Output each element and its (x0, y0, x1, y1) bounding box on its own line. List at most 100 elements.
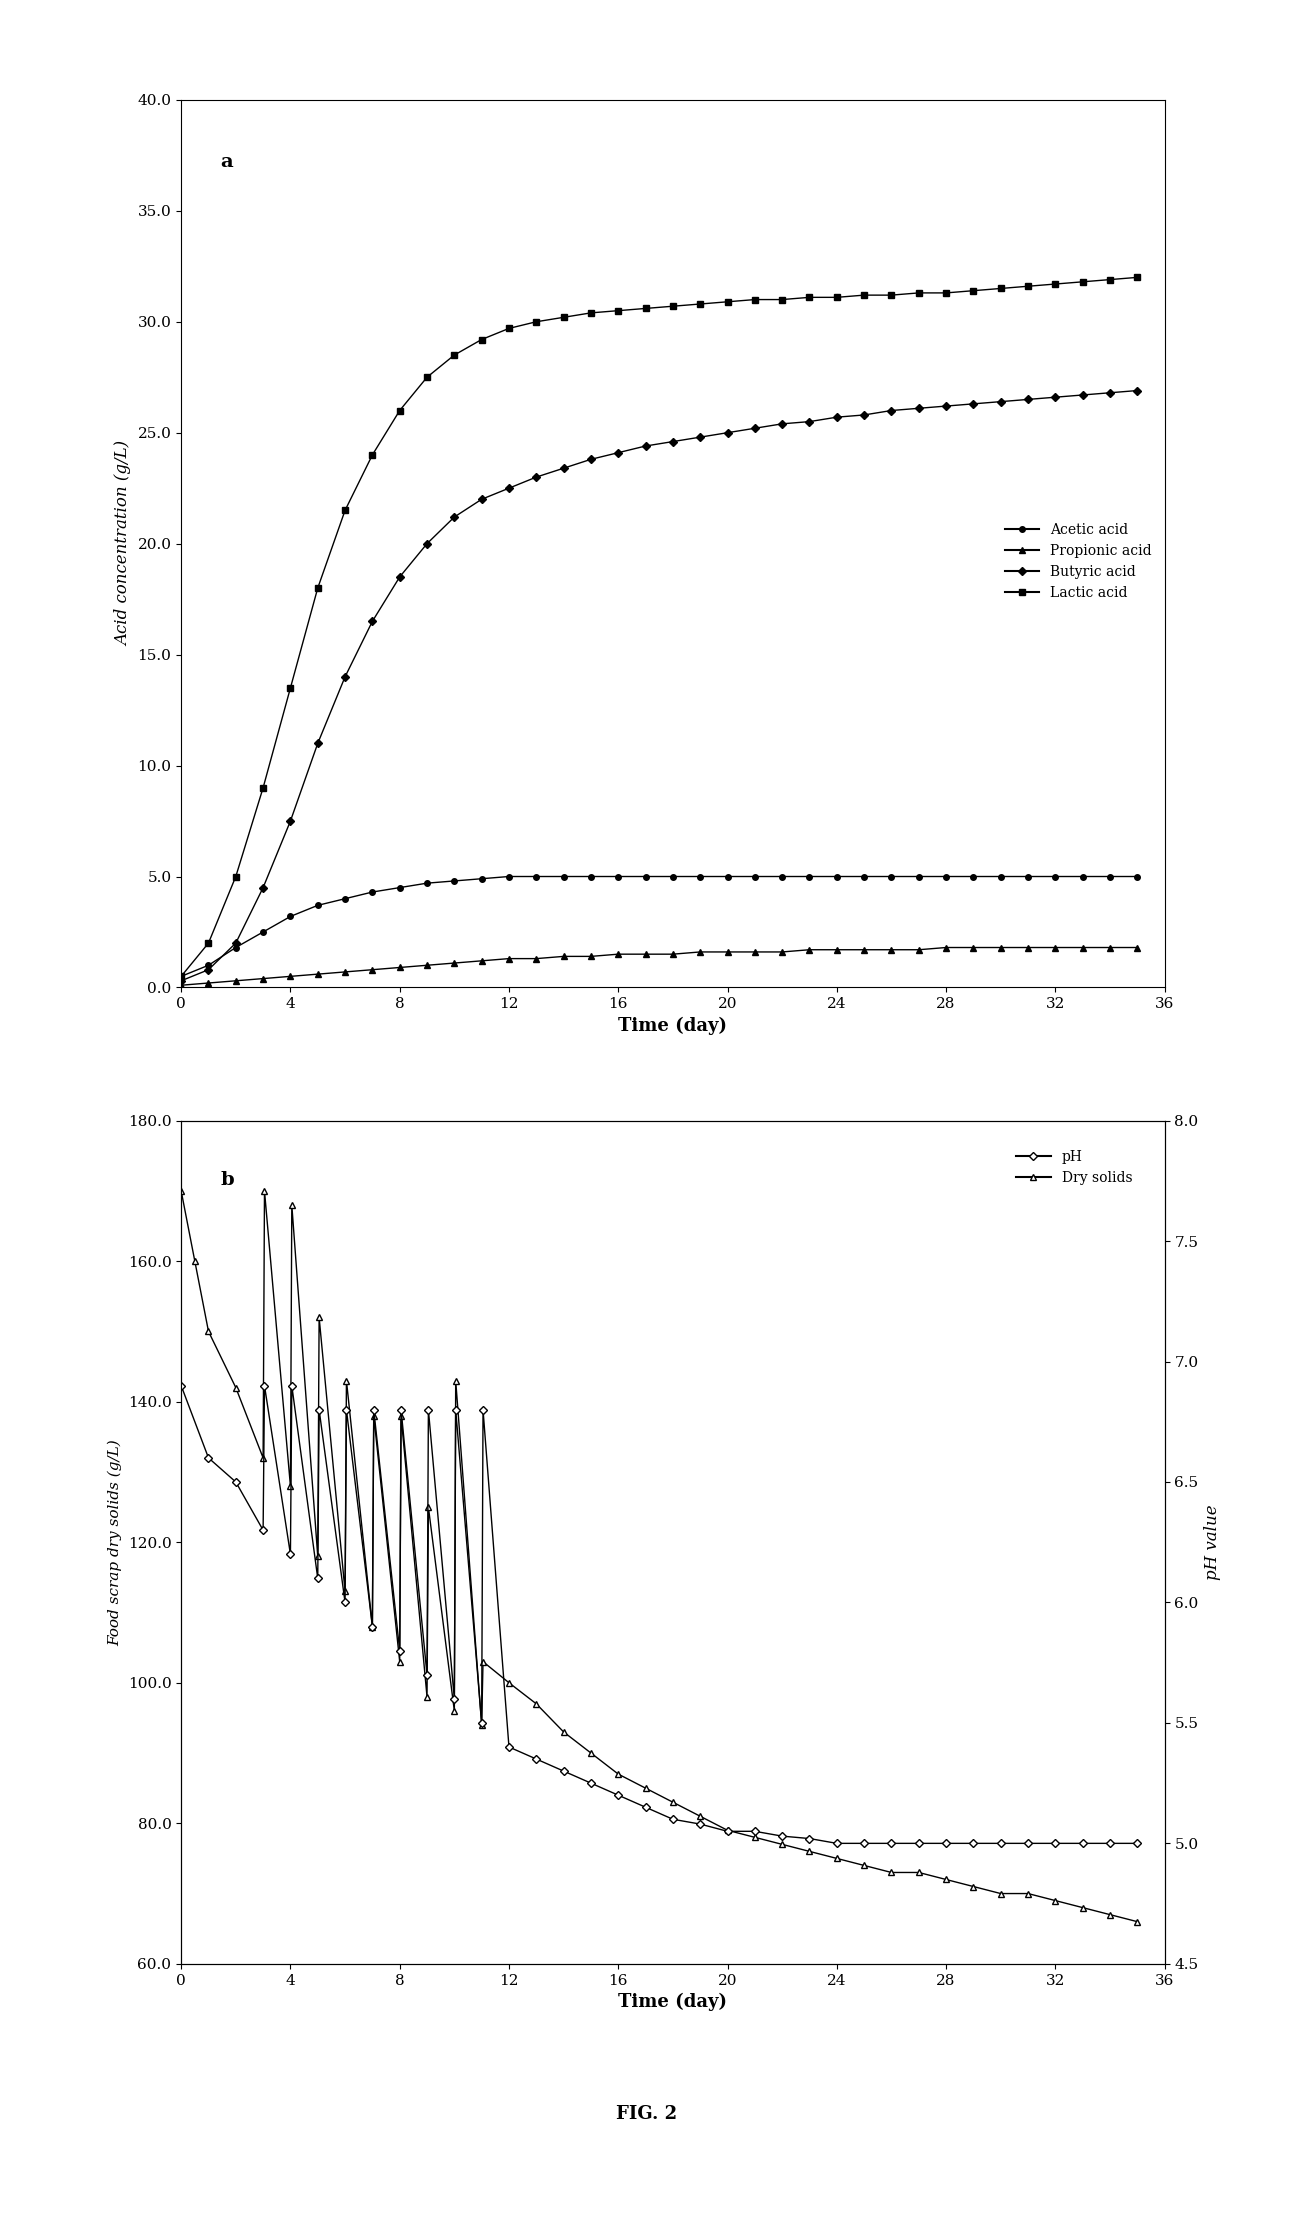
Dry solids (1048, 1886, 1064, 1913)
Propionic acid (1048, 934, 1064, 961)
Dry solids (474, 1711, 489, 1737)
Dry solids (448, 1367, 463, 1394)
pH (528, 1746, 543, 1773)
Acetic acid (338, 885, 353, 912)
pH (446, 1686, 462, 1713)
Acetic acid (719, 863, 735, 890)
Text: a: a (220, 153, 233, 171)
Dry solids (365, 1613, 380, 1640)
Butyric acid (774, 411, 789, 437)
Lactic acid (392, 397, 408, 424)
Lactic acid (965, 277, 981, 304)
Lactic acid (282, 675, 298, 701)
Butyric acid (829, 404, 845, 430)
Dry solids (802, 1837, 818, 1864)
Propionic acid (1102, 934, 1118, 961)
Dry solids (665, 1789, 681, 1815)
Acetic acid (474, 865, 489, 892)
Acetic acid (1130, 863, 1145, 890)
Acetic acid (829, 863, 845, 890)
Propionic acid (446, 950, 462, 976)
Dry solids (282, 1473, 298, 1500)
Propionic acid (1020, 934, 1035, 961)
Dry solids (1130, 1908, 1145, 1935)
pH (911, 1831, 927, 1857)
Dry solids (256, 1178, 272, 1205)
pH (501, 1733, 516, 1760)
pH (1048, 1831, 1064, 1857)
Line: Propionic acid: Propionic acid (179, 945, 1140, 987)
Propionic acid (1075, 934, 1091, 961)
Propionic acid (311, 961, 326, 987)
Acetic acid (556, 863, 572, 890)
Dry solids (965, 1873, 981, 1899)
Lactic acid (938, 280, 954, 306)
Acetic acid (446, 868, 462, 894)
Dry solids (719, 1817, 735, 1844)
Butyric acid (802, 408, 818, 435)
Lactic acid (311, 575, 326, 601)
Y-axis label: pH value: pH value (1205, 1504, 1222, 1580)
Lactic acid (884, 282, 899, 308)
pH (392, 1638, 408, 1664)
Butyric acid (255, 874, 270, 901)
Acetic acid (201, 952, 216, 979)
Line: Butyric acid: Butyric acid (179, 388, 1140, 983)
Lactic acid (857, 282, 872, 308)
Propionic acid (365, 956, 380, 983)
Propionic acid (1130, 934, 1145, 961)
Acetic acid (173, 963, 189, 990)
Propionic acid (747, 939, 762, 965)
Propionic acid (419, 952, 435, 979)
Dry solids (774, 1831, 789, 1857)
Lactic acid (802, 284, 818, 311)
Lactic acid (774, 286, 789, 313)
Lactic acid (228, 863, 243, 890)
pH (312, 1396, 327, 1422)
Propionic acid (938, 934, 954, 961)
Line: Dry solids: Dry solids (179, 1187, 1140, 1924)
pH (338, 1589, 353, 1615)
Acetic acid (665, 863, 681, 890)
Acetic acid (638, 863, 653, 890)
Lactic acid (1130, 264, 1145, 291)
Propionic acid (474, 948, 489, 974)
pH (255, 1518, 270, 1544)
pH (339, 1396, 355, 1422)
Lactic acid (201, 930, 216, 956)
Legend: pH, Dry solids: pH, Dry solids (1011, 1145, 1137, 1189)
pH (665, 1806, 681, 1833)
Lactic acid (692, 291, 708, 317)
Acetic acid (965, 863, 981, 890)
Acetic acid (501, 863, 516, 890)
Propionic acid (501, 945, 516, 972)
Acetic acid (911, 863, 927, 890)
Propionic acid (338, 959, 353, 985)
Dry solids (392, 1649, 408, 1675)
Propionic acid (638, 941, 653, 967)
pH (829, 1831, 845, 1857)
Dry solids (339, 1367, 355, 1394)
Propionic acid (228, 967, 243, 994)
Dry solids (338, 1578, 353, 1604)
Butyric acid (201, 956, 216, 983)
Butyric acid (419, 530, 435, 557)
Butyric acid (1075, 382, 1091, 408)
pH (584, 1771, 599, 1797)
Dry solids (1075, 1895, 1091, 1922)
Acetic acid (584, 863, 599, 890)
pH (393, 1396, 409, 1422)
Dry solids (188, 1247, 203, 1274)
Dry solids (285, 1192, 300, 1218)
pH (173, 1371, 189, 1398)
Acetic acid (774, 863, 789, 890)
Acetic acid (992, 863, 1008, 890)
Butyric acid (501, 475, 516, 501)
Propionic acid (965, 934, 981, 961)
Dry solids (556, 1718, 572, 1744)
pH (419, 1662, 435, 1689)
Dry solids (446, 1698, 462, 1724)
Dry solids (692, 1802, 708, 1828)
Butyric acid (938, 393, 954, 419)
Propionic acid (884, 936, 899, 963)
